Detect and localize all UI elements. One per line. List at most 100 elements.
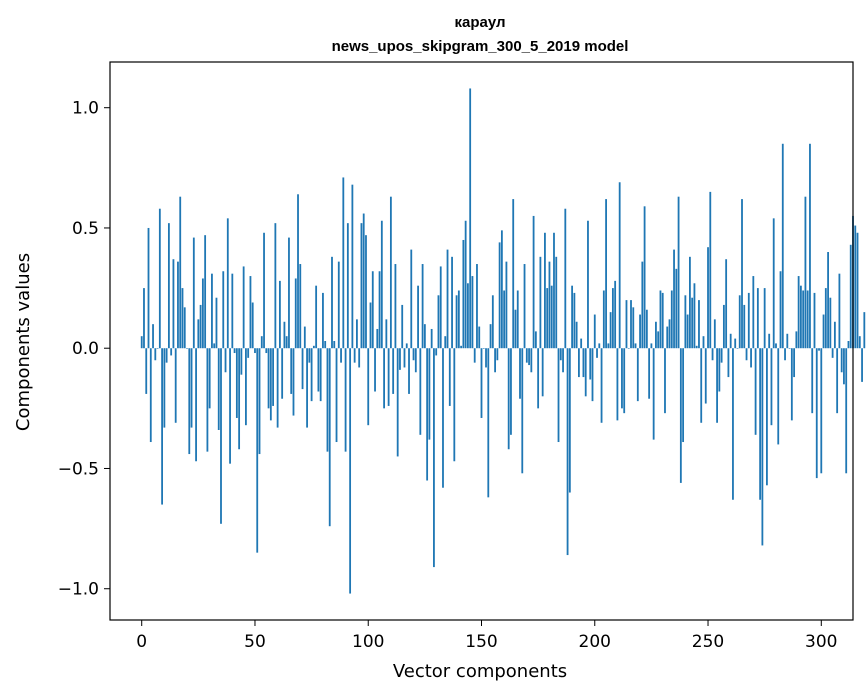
bar: [256, 348, 259, 553]
bar: [206, 348, 209, 452]
bar: [607, 343, 610, 349]
bar: [378, 271, 381, 349]
bar: [829, 297, 832, 349]
bar: [856, 232, 859, 349]
bar: [655, 321, 657, 349]
bar: [389, 196, 392, 349]
bar: [181, 288, 184, 349]
bar: [340, 348, 342, 363]
bar: [621, 348, 623, 409]
bar: [358, 348, 361, 368]
bar: [652, 348, 655, 440]
bar: [858, 336, 861, 349]
bar: [831, 348, 834, 358]
bar: [360, 223, 363, 349]
bar: [562, 348, 564, 373]
bar: [217, 348, 220, 430]
bar: [809, 143, 811, 349]
bar: [743, 304, 746, 349]
bar: [736, 348, 739, 349]
bar: [818, 348, 820, 351]
bar: [154, 348, 157, 361]
bar: [464, 220, 467, 349]
bar: [510, 348, 512, 435]
bar: [729, 333, 732, 349]
bar: [824, 288, 827, 349]
bar: [516, 290, 519, 349]
bar: [403, 348, 406, 368]
bar: [600, 348, 603, 423]
bar: [777, 348, 780, 445]
bar: [675, 268, 678, 349]
bar: [659, 290, 662, 349]
bar: [208, 348, 211, 409]
y-tick-label: 0.0: [72, 339, 99, 359]
bar: [383, 348, 385, 409]
bar: [170, 348, 173, 356]
bar: [478, 326, 481, 349]
bar: [700, 348, 703, 423]
bar: [442, 348, 444, 488]
bar: [195, 348, 197, 462]
bar: [147, 227, 150, 349]
bar: [843, 348, 845, 385]
bar: [281, 348, 284, 399]
bar: [559, 348, 562, 361]
bar: [351, 184, 354, 349]
bar: [374, 348, 376, 392]
bar: [573, 292, 576, 349]
bar: [611, 288, 614, 349]
bar: [704, 348, 707, 404]
bar: [423, 324, 426, 349]
bar: [539, 256, 542, 349]
bar: [766, 348, 768, 486]
bar: [799, 285, 802, 349]
bar: [353, 348, 356, 363]
bar: [453, 348, 456, 462]
bar: [158, 208, 161, 349]
bar: [312, 345, 315, 349]
bar: [215, 297, 218, 349]
bar: [167, 223, 170, 349]
bar: [419, 348, 422, 435]
bar: [650, 343, 653, 349]
bar: [582, 348, 585, 378]
bar: [598, 343, 601, 349]
bar: [428, 348, 431, 440]
bar: [838, 273, 841, 349]
bar: [630, 300, 632, 349]
bar: [444, 336, 447, 349]
bar: [580, 338, 583, 349]
y-tick-label: −0.5: [58, 459, 99, 479]
bar: [161, 348, 163, 505]
bar: [677, 196, 680, 349]
bar: [476, 264, 478, 349]
bar: [741, 199, 743, 349]
bar: [616, 348, 619, 421]
bar: [553, 232, 555, 349]
bar: [550, 285, 553, 349]
bar: [301, 348, 304, 390]
bar: [480, 348, 483, 418]
bar: [725, 259, 728, 349]
chart-title: караул: [454, 14, 505, 31]
bar: [822, 314, 825, 349]
bar: [283, 321, 286, 349]
bar: [163, 348, 166, 428]
bar: [664, 348, 666, 414]
bar: [258, 348, 261, 455]
bar: [625, 300, 628, 349]
bar: [521, 348, 524, 474]
bar: [593, 314, 596, 349]
bar: [233, 348, 236, 354]
bar: [482, 348, 485, 349]
bar: [322, 292, 324, 349]
bar: [211, 273, 213, 349]
bar: [433, 348, 435, 568]
bar: [199, 304, 202, 349]
bar: [435, 348, 438, 356]
bar: [145, 348, 148, 394]
bar: [306, 348, 308, 428]
x-tick-label: 250: [692, 632, 724, 652]
